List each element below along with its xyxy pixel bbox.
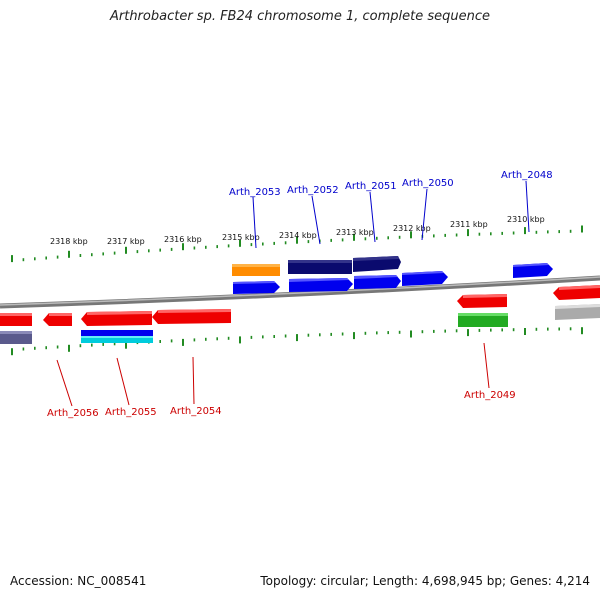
gene-left-edge-slate[interactable] xyxy=(0,331,32,344)
gene-arth-2049-a[interactable] xyxy=(457,294,507,308)
tick-label: 2314 kbp xyxy=(279,231,317,240)
gene-arth-2053-b[interactable] xyxy=(233,281,280,294)
chromosome-backbone xyxy=(0,275,600,309)
gene-arth-2050[interactable] xyxy=(402,271,448,286)
gene-arth-2053-a[interactable] xyxy=(232,264,280,276)
map-title: Arthrobacter sp. FB24 chromosome 1, comp… xyxy=(109,9,491,24)
gene-label-arth-2054[interactable]: Arth_2054 xyxy=(170,406,222,417)
tick-label: 2313 kbp xyxy=(336,228,374,237)
gene-arth-2051-a[interactable] xyxy=(353,256,401,272)
gene-arth-2055-a[interactable] xyxy=(81,311,152,326)
gene-label-arth-2052[interactable]: Arth_2052 xyxy=(287,185,339,196)
gene-label-arth-2053[interactable]: Arth_2053 xyxy=(229,187,281,198)
gene-arth-2052-b[interactable] xyxy=(289,278,353,292)
gene-arth-2054[interactable] xyxy=(152,309,231,324)
gene-arth-2048[interactable] xyxy=(513,263,553,278)
gene-arth-2049-b[interactable] xyxy=(458,313,508,327)
reverse-label-leaders xyxy=(56,342,490,407)
tick-label: 2316 kbp xyxy=(164,235,202,244)
inner-tick-track xyxy=(11,327,583,356)
tick-label: 2311 kbp xyxy=(450,220,488,229)
gene-arth-2051-b[interactable] xyxy=(354,275,401,289)
gene-label-arth-2050[interactable]: Arth_2050 xyxy=(402,178,454,189)
gene-arth-2052-a[interactable] xyxy=(288,260,352,274)
forward-genes xyxy=(232,256,553,294)
gene-label-arth-2051[interactable]: Arth_2051 xyxy=(345,181,397,192)
gene-arth-2055-b[interactable] xyxy=(81,330,153,343)
gene-label-arth-2049[interactable]: Arth_2049 xyxy=(464,390,516,401)
gene-label-arth-2056[interactable]: Arth_2056 xyxy=(47,408,99,419)
gene-right-edge-red[interactable] xyxy=(553,285,600,300)
accession-text: Accession: NC_008541 xyxy=(10,574,147,588)
gene-arth-2056[interactable] xyxy=(43,313,72,326)
tick-label: 2315 kbp xyxy=(222,233,260,242)
tick-label: 2317 kbp xyxy=(107,237,145,246)
forward-gene-labels: Arth_2053 Arth_2052 Arth_2051 Arth_2050 … xyxy=(229,170,553,198)
topology-summary: Topology: circular; Length: 4,698,945 bp… xyxy=(260,574,590,588)
forward-label-leaders xyxy=(252,180,530,249)
gene-right-edge-grey[interactable] xyxy=(555,304,600,320)
reverse-gene-labels: Arth_2056 Arth_2055 Arth_2054 Arth_2049 xyxy=(47,390,516,419)
tick-labels: 2318 kbp 2317 kbp 2316 kbp 2315 kbp 2314… xyxy=(50,215,545,246)
tick-label: 2318 kbp xyxy=(50,237,88,246)
gene-left-edge-red[interactable] xyxy=(0,313,32,326)
tick-label: 2310 kbp xyxy=(507,215,545,224)
gene-label-arth-2055[interactable]: Arth_2055 xyxy=(105,407,157,418)
gene-label-arth-2048[interactable]: Arth_2048 xyxy=(501,170,553,181)
tick-label: 2312 kbp xyxy=(393,224,431,233)
reverse-genes xyxy=(0,285,600,344)
